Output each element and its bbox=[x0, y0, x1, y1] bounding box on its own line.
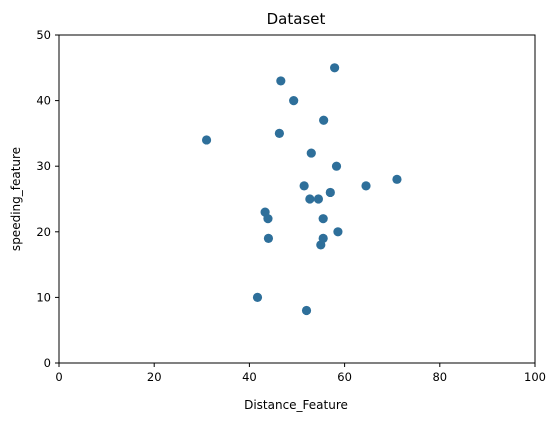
data-point bbox=[325, 187, 335, 198]
data-point bbox=[263, 233, 274, 243]
x-axis-label: Distance_Feature bbox=[244, 398, 348, 412]
data-point bbox=[201, 135, 212, 145]
data-point bbox=[252, 292, 263, 302]
data-point bbox=[392, 174, 402, 184]
data-point bbox=[301, 305, 312, 316]
data-point bbox=[299, 181, 309, 191]
data-point bbox=[331, 161, 342, 171]
x-tick-label: 20 bbox=[147, 370, 162, 384]
data-point bbox=[319, 115, 329, 125]
data-point bbox=[313, 194, 324, 204]
data-point bbox=[274, 128, 284, 138]
data-point bbox=[289, 96, 299, 106]
data-points bbox=[201, 63, 402, 316]
data-point bbox=[330, 63, 340, 73]
x-axis-ticks: 0 20 40 60 80 100 bbox=[55, 363, 546, 384]
data-point bbox=[318, 233, 328, 243]
chart-title: Dataset bbox=[267, 10, 326, 28]
data-point bbox=[361, 181, 371, 191]
x-tick-label: 40 bbox=[242, 370, 257, 384]
y-tick-label: 10 bbox=[36, 290, 51, 304]
data-point bbox=[263, 214, 273, 224]
data-point bbox=[333, 227, 343, 237]
y-tick-label: 40 bbox=[36, 94, 51, 108]
y-tick-label: 30 bbox=[36, 159, 51, 173]
data-point bbox=[306, 148, 316, 158]
y-tick-label: 0 bbox=[44, 356, 51, 370]
x-tick-label: 80 bbox=[432, 370, 447, 384]
data-point bbox=[318, 214, 328, 224]
data-point bbox=[305, 194, 315, 204]
plot-frame bbox=[58, 34, 536, 364]
y-tick-label: 50 bbox=[36, 28, 51, 42]
y-tick-label: 20 bbox=[36, 225, 51, 239]
data-point bbox=[276, 76, 286, 86]
x-tick-label: 100 bbox=[524, 370, 546, 384]
x-tick-label: 0 bbox=[55, 370, 62, 384]
y-axis-ticks: 0 10 20 30 40 50 bbox=[36, 28, 59, 370]
y-axis-label: speeding_feature bbox=[9, 147, 23, 251]
x-tick-label: 60 bbox=[337, 370, 352, 384]
